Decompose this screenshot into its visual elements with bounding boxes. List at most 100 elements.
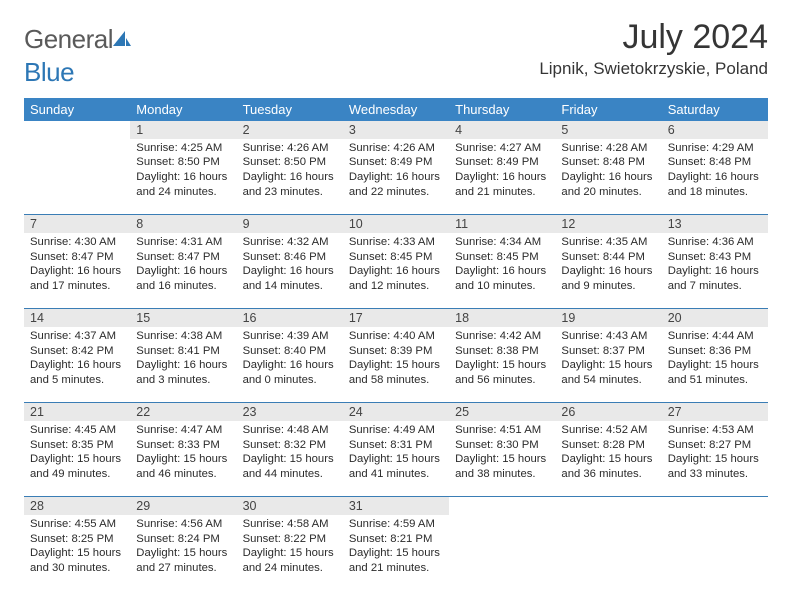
day-number: 31 — [343, 497, 449, 515]
day-details: Sunrise: 4:37 AMSunset: 8:42 PMDaylight:… — [24, 327, 130, 392]
calendar-cell: 12Sunrise: 4:35 AMSunset: 8:44 PMDayligh… — [555, 215, 661, 309]
weekday-header: Saturday — [662, 98, 768, 121]
calendar-cell: 17Sunrise: 4:40 AMSunset: 8:39 PMDayligh… — [343, 309, 449, 403]
brand-part2: Blue — [24, 57, 74, 87]
sunrise-text: Sunrise: 4:25 AM — [136, 141, 230, 156]
daylight-text: Daylight: 16 hours and 22 minutes. — [349, 170, 443, 199]
sunrise-text: Sunrise: 4:34 AM — [455, 235, 549, 250]
day-number: 15 — [130, 309, 236, 327]
sunrise-text: Sunrise: 4:44 AM — [668, 329, 762, 344]
sunrise-text: Sunrise: 4:39 AM — [243, 329, 337, 344]
calendar-cell — [449, 497, 555, 591]
sunrise-text: Sunrise: 4:52 AM — [561, 423, 655, 438]
sunrise-text: Sunrise: 4:26 AM — [243, 141, 337, 156]
daylight-text: Daylight: 16 hours and 20 minutes. — [561, 170, 655, 199]
day-details: Sunrise: 4:32 AMSunset: 8:46 PMDaylight:… — [237, 233, 343, 298]
day-details: Sunrise: 4:56 AMSunset: 8:24 PMDaylight:… — [130, 515, 236, 580]
calendar-cell: 18Sunrise: 4:42 AMSunset: 8:38 PMDayligh… — [449, 309, 555, 403]
sunset-text: Sunset: 8:38 PM — [455, 344, 549, 359]
day-number: 8 — [130, 215, 236, 233]
title-block: July 2024 Lipnik, Swietokrzyskie, Poland — [539, 18, 768, 79]
calendar-cell: 30Sunrise: 4:58 AMSunset: 8:22 PMDayligh… — [237, 497, 343, 591]
weekday-header: Monday — [130, 98, 236, 121]
day-details: Sunrise: 4:35 AMSunset: 8:44 PMDaylight:… — [555, 233, 661, 298]
sunrise-text: Sunrise: 4:56 AM — [136, 517, 230, 532]
daylight-text: Daylight: 16 hours and 12 minutes. — [349, 264, 443, 293]
calendar-cell: 4Sunrise: 4:27 AMSunset: 8:49 PMDaylight… — [449, 121, 555, 215]
sunrise-text: Sunrise: 4:33 AM — [349, 235, 443, 250]
calendar-header-row: SundayMondayTuesdayWednesdayThursdayFrid… — [24, 98, 768, 121]
daylight-text: Daylight: 16 hours and 10 minutes. — [455, 264, 549, 293]
sunrise-text: Sunrise: 4:47 AM — [136, 423, 230, 438]
day-number: 23 — [237, 403, 343, 421]
calendar-cell: 10Sunrise: 4:33 AMSunset: 8:45 PMDayligh… — [343, 215, 449, 309]
sunrise-text: Sunrise: 4:58 AM — [243, 517, 337, 532]
day-number: 26 — [555, 403, 661, 421]
sunrise-text: Sunrise: 4:45 AM — [30, 423, 124, 438]
sunrise-text: Sunrise: 4:35 AM — [561, 235, 655, 250]
day-number: 27 — [662, 403, 768, 421]
sunset-text: Sunset: 8:30 PM — [455, 438, 549, 453]
sunrise-text: Sunrise: 4:55 AM — [30, 517, 124, 532]
daylight-text: Daylight: 16 hours and 18 minutes. — [668, 170, 762, 199]
daylight-text: Daylight: 15 hours and 38 minutes. — [455, 452, 549, 481]
calendar-cell: 11Sunrise: 4:34 AMSunset: 8:45 PMDayligh… — [449, 215, 555, 309]
sunset-text: Sunset: 8:24 PM — [136, 532, 230, 547]
day-number: 9 — [237, 215, 343, 233]
calendar-cell — [555, 497, 661, 591]
sunset-text: Sunset: 8:21 PM — [349, 532, 443, 547]
sunrise-text: Sunrise: 4:48 AM — [243, 423, 337, 438]
day-details: Sunrise: 4:49 AMSunset: 8:31 PMDaylight:… — [343, 421, 449, 486]
calendar-cell: 2Sunrise: 4:26 AMSunset: 8:50 PMDaylight… — [237, 121, 343, 215]
day-details: Sunrise: 4:39 AMSunset: 8:40 PMDaylight:… — [237, 327, 343, 392]
calendar-cell: 21Sunrise: 4:45 AMSunset: 8:35 PMDayligh… — [24, 403, 130, 497]
calendar-cell: 26Sunrise: 4:52 AMSunset: 8:28 PMDayligh… — [555, 403, 661, 497]
sunset-text: Sunset: 8:40 PM — [243, 344, 337, 359]
daylight-text: Daylight: 16 hours and 21 minutes. — [455, 170, 549, 199]
day-number: 25 — [449, 403, 555, 421]
daylight-text: Daylight: 15 hours and 21 minutes. — [349, 546, 443, 575]
sunset-text: Sunset: 8:48 PM — [561, 155, 655, 170]
day-details: Sunrise: 4:26 AMSunset: 8:49 PMDaylight:… — [343, 139, 449, 204]
daylight-text: Daylight: 15 hours and 54 minutes. — [561, 358, 655, 387]
sunrise-text: Sunrise: 4:59 AM — [349, 517, 443, 532]
sunset-text: Sunset: 8:39 PM — [349, 344, 443, 359]
daylight-text: Daylight: 15 hours and 58 minutes. — [349, 358, 443, 387]
daylight-text: Daylight: 16 hours and 0 minutes. — [243, 358, 337, 387]
day-details: Sunrise: 4:42 AMSunset: 8:38 PMDaylight:… — [449, 327, 555, 392]
weekday-header: Tuesday — [237, 98, 343, 121]
daylight-text: Daylight: 15 hours and 24 minutes. — [243, 546, 337, 575]
day-number: 10 — [343, 215, 449, 233]
daylight-text: Daylight: 16 hours and 16 minutes. — [136, 264, 230, 293]
day-details: Sunrise: 4:34 AMSunset: 8:45 PMDaylight:… — [449, 233, 555, 298]
brand-logo: GeneralBlue — [24, 18, 131, 88]
calendar-cell: 14Sunrise: 4:37 AMSunset: 8:42 PMDayligh… — [24, 309, 130, 403]
calendar-cell: 28Sunrise: 4:55 AMSunset: 8:25 PMDayligh… — [24, 497, 130, 591]
location-text: Lipnik, Swietokrzyskie, Poland — [539, 59, 768, 79]
sunrise-text: Sunrise: 4:27 AM — [455, 141, 549, 156]
daylight-text: Daylight: 16 hours and 23 minutes. — [243, 170, 337, 199]
daylight-text: Daylight: 16 hours and 14 minutes. — [243, 264, 337, 293]
daylight-text: Daylight: 16 hours and 24 minutes. — [136, 170, 230, 199]
day-details: Sunrise: 4:25 AMSunset: 8:50 PMDaylight:… — [130, 139, 236, 204]
day-number: 19 — [555, 309, 661, 327]
calendar-week-row: 7Sunrise: 4:30 AMSunset: 8:47 PMDaylight… — [24, 215, 768, 309]
day-number: 24 — [343, 403, 449, 421]
sunrise-text: Sunrise: 4:28 AM — [561, 141, 655, 156]
day-number: 3 — [343, 121, 449, 139]
daylight-text: Daylight: 15 hours and 46 minutes. — [136, 452, 230, 481]
day-details: Sunrise: 4:38 AMSunset: 8:41 PMDaylight:… — [130, 327, 236, 392]
calendar-table: SundayMondayTuesdayWednesdayThursdayFrid… — [24, 98, 768, 591]
day-number: 5 — [555, 121, 661, 139]
daylight-text: Daylight: 16 hours and 3 minutes. — [136, 358, 230, 387]
day-number: 14 — [24, 309, 130, 327]
day-details: Sunrise: 4:30 AMSunset: 8:47 PMDaylight:… — [24, 233, 130, 298]
brand-text: GeneralBlue — [24, 24, 131, 88]
calendar-cell: 9Sunrise: 4:32 AMSunset: 8:46 PMDaylight… — [237, 215, 343, 309]
day-details: Sunrise: 4:26 AMSunset: 8:50 PMDaylight:… — [237, 139, 343, 204]
weekday-header: Thursday — [449, 98, 555, 121]
sunrise-text: Sunrise: 4:40 AM — [349, 329, 443, 344]
calendar-cell: 13Sunrise: 4:36 AMSunset: 8:43 PMDayligh… — [662, 215, 768, 309]
day-details: Sunrise: 4:28 AMSunset: 8:48 PMDaylight:… — [555, 139, 661, 204]
header: GeneralBlue July 2024 Lipnik, Swietokrzy… — [24, 18, 768, 88]
